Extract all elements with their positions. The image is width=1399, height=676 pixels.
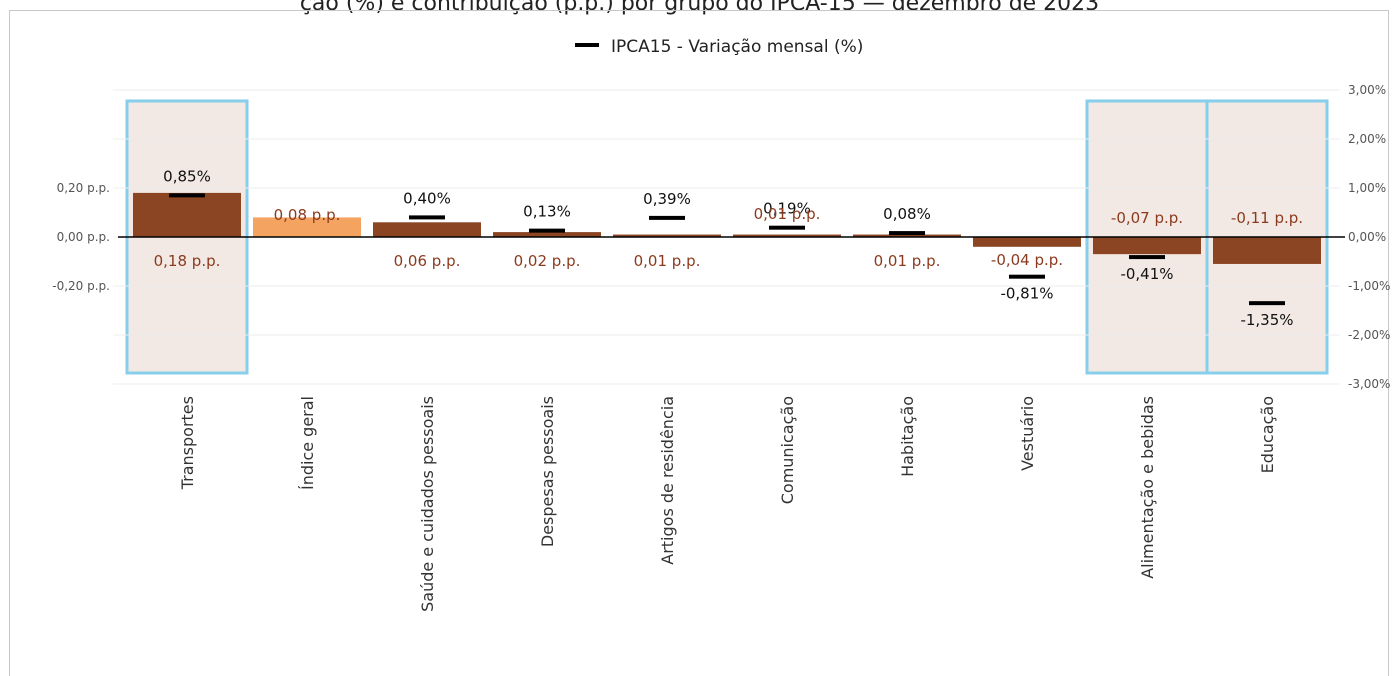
bar-saúde-e-cuidados-pessoais bbox=[373, 222, 481, 237]
category-label: Habitação bbox=[898, 396, 917, 477]
variation-marker bbox=[1129, 255, 1165, 260]
category-label: Despesas pessoais bbox=[538, 396, 557, 547]
right-axis-tick: 1,00% bbox=[1348, 181, 1386, 195]
left-axis-tick: 0,20 p.p. bbox=[57, 181, 110, 195]
legend-marker bbox=[575, 43, 599, 47]
variation-label: -0,81% bbox=[1000, 285, 1053, 303]
page-title: ção (%) e contribuição (p.p.) por grupo … bbox=[299, 0, 1100, 16]
contribution-label: -0,07 p.p. bbox=[1111, 209, 1183, 227]
bar-vestuário bbox=[973, 237, 1081, 247]
variation-marker bbox=[649, 215, 685, 220]
variation-marker bbox=[1249, 301, 1285, 306]
variation-marker bbox=[1009, 274, 1045, 279]
contribution-label: -0,04 p.p. bbox=[991, 251, 1063, 269]
right-axis-tick: 2,00% bbox=[1348, 132, 1386, 146]
contribution-label: 0,08 p.p. bbox=[274, 206, 341, 224]
category-label: Saúde e cuidados pessoais bbox=[418, 396, 437, 612]
category-label: Artigos de residência bbox=[658, 396, 677, 565]
contribution-label: -0,11 p.p. bbox=[1231, 209, 1303, 227]
variation-label: 0,08% bbox=[883, 205, 931, 223]
variation-label: 0,39% bbox=[643, 190, 691, 208]
contribution-label: 0,06 p.p. bbox=[394, 252, 461, 270]
right-axis-tick: 0,00% bbox=[1348, 230, 1386, 244]
category-label: Alimentação e bebidas bbox=[1138, 396, 1157, 579]
variation-marker bbox=[889, 231, 925, 236]
bar-habitação bbox=[853, 234, 961, 237]
category-label: Comunicação bbox=[778, 396, 797, 504]
category-label: Educação bbox=[1258, 396, 1277, 473]
right-axis-tick: -1,00% bbox=[1348, 279, 1390, 293]
bar-despesas-pessoais bbox=[493, 232, 601, 237]
variation-label: 0,13% bbox=[523, 203, 571, 221]
contribution-label: 0,02 p.p. bbox=[514, 252, 581, 270]
left-axis-tick: 0,00 p.p. bbox=[57, 230, 110, 244]
right-axis-tick: -2,00% bbox=[1348, 328, 1390, 342]
bar-comunicação bbox=[733, 234, 841, 237]
variation-marker bbox=[769, 225, 805, 230]
right-axis-tick: 3,00% bbox=[1348, 83, 1386, 97]
contribution-label: 0,18 p.p. bbox=[154, 252, 221, 270]
variation-label: -0,41% bbox=[1120, 265, 1173, 283]
category-label: Transportes bbox=[178, 396, 197, 490]
variation-label: 0,85% bbox=[163, 167, 211, 185]
category-label: Índice geral bbox=[298, 396, 317, 490]
variation-marker bbox=[409, 215, 445, 220]
contribution-label: 0,01 p.p. bbox=[874, 252, 941, 270]
contribution-label: 0,01 p.p. bbox=[754, 205, 821, 223]
variation-label: -1,35% bbox=[1240, 311, 1293, 329]
bar-transportes bbox=[133, 192, 241, 237]
bar-alimentação-e-bebidas bbox=[1093, 237, 1201, 255]
bar-índice-geral bbox=[253, 217, 361, 237]
left-axis-tick: -0,20 p.p. bbox=[52, 279, 110, 293]
category-label: Vestuário bbox=[1018, 396, 1037, 471]
legend-label: IPCA15 - Variação mensal (%) bbox=[611, 37, 863, 57]
bar-artigos-de-residência bbox=[613, 234, 721, 237]
variation-marker bbox=[169, 193, 205, 198]
bar-educação bbox=[1213, 237, 1321, 264]
variation-label: 0,19% bbox=[763, 200, 811, 218]
chart-frame bbox=[9, 10, 1389, 676]
contribution-label: 0,01 p.p. bbox=[634, 252, 701, 270]
variation-label: 0,40% bbox=[403, 189, 451, 207]
variation-marker bbox=[529, 228, 565, 233]
right-axis-tick: -3,00% bbox=[1348, 377, 1390, 391]
